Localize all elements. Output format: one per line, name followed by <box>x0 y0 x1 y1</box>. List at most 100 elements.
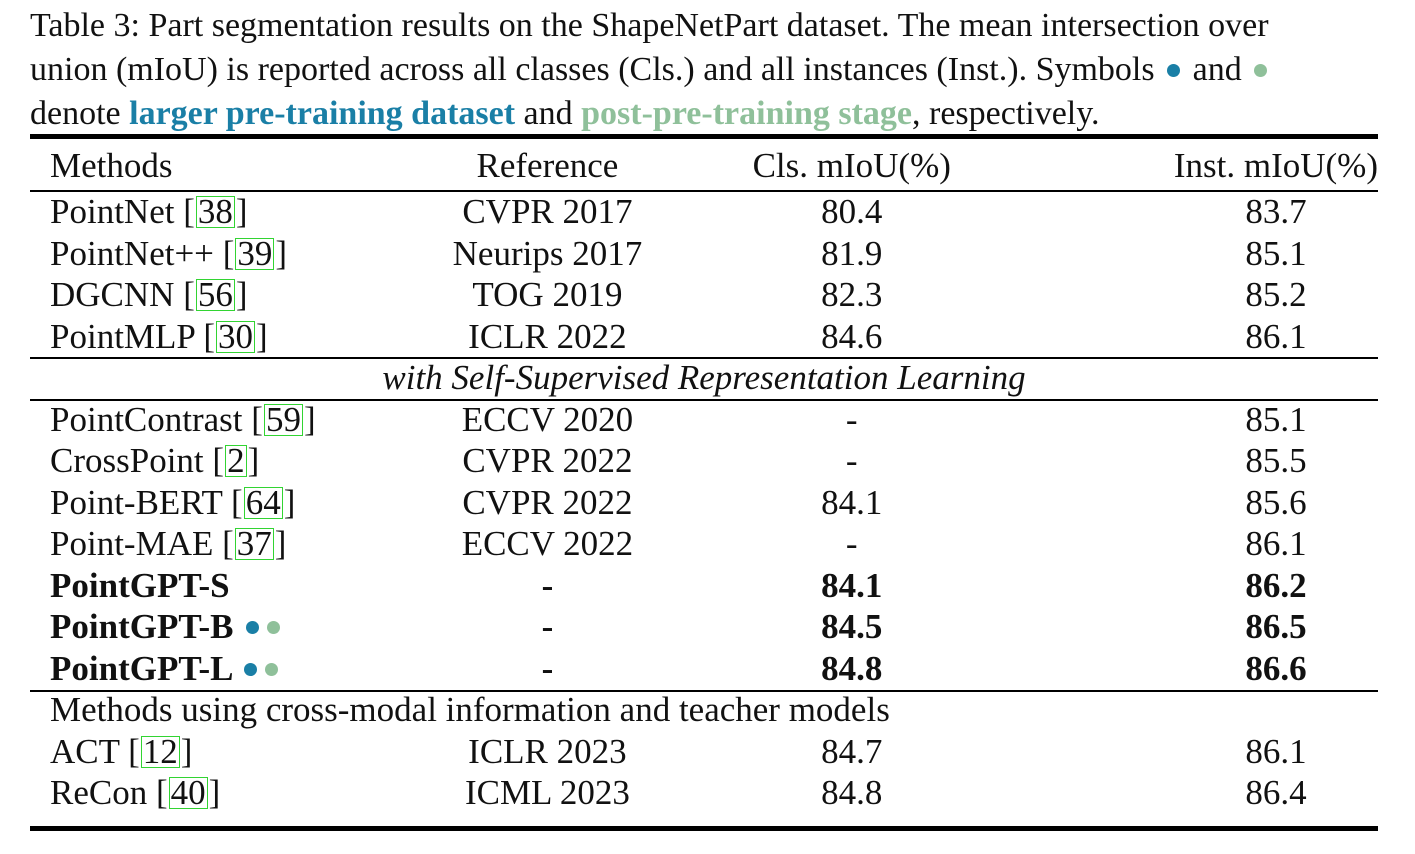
green-dot-icon <box>265 662 279 676</box>
caption-line-3: denote larger pre-training dataset and p… <box>30 92 1390 136</box>
caption-line-1: Table 3: Part segmentation results on th… <box>30 4 1390 48</box>
section-rule-3 <box>30 690 1378 692</box>
blue-dot-icon <box>246 621 260 635</box>
inst-miou-cell: 85.1 <box>1245 399 1307 439</box>
citation-link[interactable]: 12 <box>140 731 180 771</box>
cls-miou-cell: 80.4 <box>821 192 883 231</box>
cls-miou-cell: - <box>845 399 858 439</box>
inst-miou-cell: 85.5 <box>1245 441 1307 480</box>
method-name: PointMLP <box>50 316 195 356</box>
caption-green-term: post-pre-training stage <box>581 95 912 132</box>
table-body: Methods Reference Cls. mIoU(%) Inst. mIo… <box>30 141 1378 814</box>
section-rule-1 <box>30 357 1378 359</box>
cls-miou-cell: 84.1 <box>821 565 883 605</box>
cls-miou-cell: 84.6 <box>821 316 883 356</box>
method-name: ACT <box>50 731 120 771</box>
inst-miou-cell: 86.2 <box>1245 565 1307 605</box>
table-row: ReCon [40] ICML 2023 84.8 86.4 <box>30 772 1378 814</box>
section-cross-modal: Methods using cross-modal information an… <box>30 689 1378 731</box>
reference-cell: Neurips 2017 <box>452 233 643 273</box>
method-cell: Point-MAE [37] <box>50 524 287 563</box>
method-cell: ReCon [40] <box>50 773 221 812</box>
caption-and: and <box>1192 51 1242 88</box>
inst-miou-cell: 86.1 <box>1245 731 1307 771</box>
reference-cell: CVPR 2022 <box>462 441 633 480</box>
citation-link[interactable]: 64 <box>243 482 283 522</box>
method-name: ReCon <box>50 773 148 812</box>
table-row: CrossPoint [2] CVPR 2022 - 85.5 <box>30 440 1378 482</box>
caption-denote: denote <box>30 95 121 132</box>
inst-miou-cell: 85.1 <box>1245 233 1307 273</box>
inst-miou-cell: 86.1 <box>1245 524 1307 563</box>
citation-link[interactable]: 39 <box>235 233 275 273</box>
reference-cell: - <box>541 565 554 605</box>
method-cell: PointMLP [30] <box>50 316 268 356</box>
method-name: PointNet++ <box>50 233 214 273</box>
section-rule-2 <box>30 399 1378 401</box>
blue-dot-icon <box>244 662 258 676</box>
method-cell: PointContrast [59] <box>50 399 316 439</box>
reference-cell: CVPR 2017 <box>462 192 633 231</box>
section-cross-modal-label: Methods using cross-modal information an… <box>50 690 890 729</box>
table-row: Point-MAE [37] ECCV 2022 - 86.1 <box>30 523 1378 565</box>
citation-link[interactable]: 40 <box>168 773 208 812</box>
header-cls: Cls. mIoU(%) <box>752 146 951 185</box>
reference-cell: - <box>541 648 554 688</box>
reference-cell: ICML 2023 <box>464 773 630 812</box>
citation-link[interactable]: 30 <box>216 316 255 356</box>
method-cell: PointNet [38] <box>50 192 248 231</box>
header-reference: Reference <box>476 146 619 185</box>
table-row: PointGPT-S - 84.1 86.2 <box>30 565 1378 607</box>
results-table: Methods Reference Cls. mIoU(%) Inst. mIo… <box>30 141 1378 814</box>
inst-miou-cell: 85.6 <box>1245 482 1307 522</box>
inst-miou-cell: 86.5 <box>1245 607 1307 646</box>
inst-miou-cell: 86.6 <box>1245 648 1307 688</box>
citation-link[interactable]: 37 <box>234 524 274 563</box>
cls-miou-cell: 84.8 <box>821 773 883 812</box>
method-name: Point-BERT <box>50 482 223 522</box>
citation-link[interactable]: 38 <box>195 192 235 231</box>
green-dot-icon <box>1254 63 1268 77</box>
method-cell: ACT [12] <box>50 731 193 771</box>
table-caption: Table 3: Part segmentation results on th… <box>30 4 1390 136</box>
table-row: ACT [12] ICLR 2023 84.7 86.1 <box>30 731 1378 773</box>
citation-link[interactable]: 59 <box>263 399 303 439</box>
table-row: PointMLP [30] ICLR 2022 84.6 86.1 <box>30 316 1378 358</box>
table-row: DGCNN [56] TOG 2019 82.3 85.2 <box>30 274 1378 316</box>
table-row: PointContrast [59] ECCV 2020 - 85.1 <box>30 399 1378 441</box>
method-cell: PointNet++ [39] <box>50 233 287 273</box>
method-name: PointGPT-L <box>50 648 232 688</box>
table-row: PointGPT-L - 84.8 86.6 <box>30 648 1378 690</box>
method-cell: PointGPT-L <box>30 648 405 690</box>
method-cell: Point-BERT [64] <box>50 482 296 522</box>
method-cell: CrossPoint [2] <box>50 441 260 480</box>
table-row: Point-BERT [64] CVPR 2022 84.1 85.6 <box>30 482 1378 524</box>
header-rule <box>30 190 1378 192</box>
method-name: CrossPoint <box>50 441 204 480</box>
section-ssl-label: with Self-Supervised Representation Lear… <box>382 358 1026 397</box>
method-name: PointNet <box>50 192 175 231</box>
header-inst: Inst. mIoU(%) <box>1173 146 1378 185</box>
table-row: PointNet++ [39] Neurips 2017 81.9 85.1 <box>30 233 1378 275</box>
cls-miou-cell: - <box>845 524 858 563</box>
reference-cell: CVPR 2022 <box>462 482 633 522</box>
citation-link[interactable]: 2 <box>225 441 247 480</box>
bottom-rule <box>30 826 1378 831</box>
method-cell: DGCNN [56] <box>50 275 248 314</box>
method-name: Point-MAE <box>50 524 214 563</box>
caption-blue-term: larger pre-training dataset <box>129 95 516 132</box>
reference-cell: ECCV 2020 <box>461 399 634 439</box>
section-ssl: with Self-Supervised Representation Lear… <box>30 357 1378 399</box>
inst-miou-cell: 85.2 <box>1245 275 1307 314</box>
cls-miou-cell: - <box>845 441 858 480</box>
method-name: PointContrast <box>50 399 243 439</box>
reference-cell: ICLR 2023 <box>468 731 627 771</box>
citation-link[interactable]: 56 <box>195 275 235 314</box>
blue-dot-icon <box>1167 63 1181 77</box>
table-row: PointGPT-B - 84.5 86.5 <box>30 606 1378 648</box>
header-row: Methods Reference Cls. mIoU(%) Inst. mIo… <box>30 141 1378 191</box>
header-method: Methods <box>50 146 173 185</box>
green-dot-icon <box>267 621 281 635</box>
inst-miou-cell: 86.1 <box>1245 316 1307 356</box>
inst-miou-cell: 83.7 <box>1245 192 1307 231</box>
